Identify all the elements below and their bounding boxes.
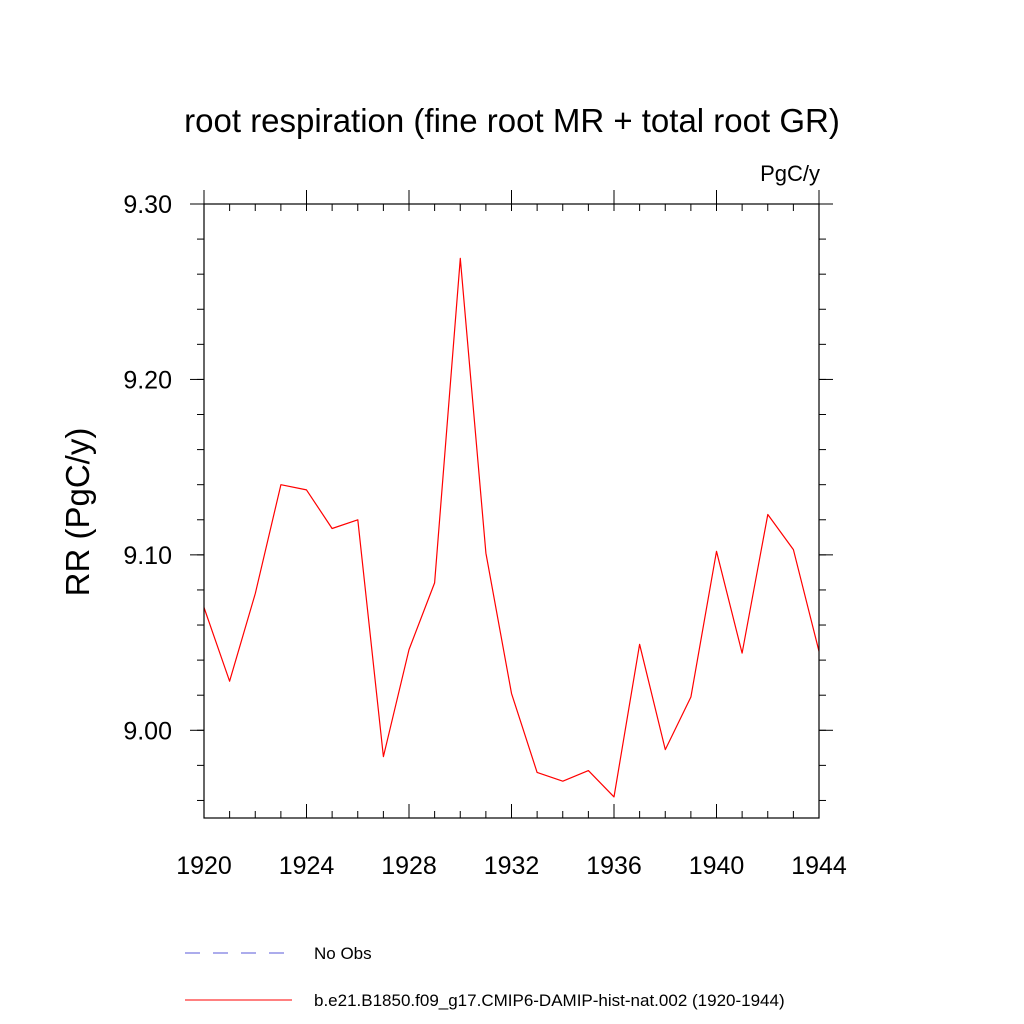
- legend-label: b.e21.B1850.f09_g17.CMIP6-DAMIP-hist-nat…: [314, 991, 785, 1010]
- y-tick-labels: 9.00 9.10 9.20 9.30: [123, 191, 172, 745]
- minor-ticks: [197, 203, 826, 818]
- x-tick-label: 1928: [381, 852, 437, 880]
- y-axis-label: RR (PgC/y): [59, 428, 96, 597]
- x-tick-label: 1920: [176, 852, 232, 880]
- y-tick-label: 9.10: [123, 542, 172, 570]
- legend: No Obs b.e21.B1850.f09_g17.CMIP6-DAMIP-hi…: [185, 944, 785, 1010]
- x-tick-label: 1924: [279, 852, 335, 880]
- x-tick-labels: 1920 1924 1928 1932 1936 1940 1944: [176, 852, 847, 880]
- units-label: PgC/y: [760, 161, 820, 186]
- chart-title: root respiration (fine root MR + total r…: [184, 102, 840, 139]
- x-tick-label: 1936: [586, 852, 642, 880]
- x-tick-label: 1932: [484, 852, 540, 880]
- y-tick-label: 9.30: [123, 191, 172, 219]
- legend-label: No Obs: [314, 944, 372, 963]
- series-lines: [203, 257, 820, 798]
- series-line: [203, 257, 820, 798]
- major-ticks: [190, 190, 833, 818]
- y-tick-label: 9.20: [123, 366, 172, 394]
- y-tick-label: 9.00: [123, 717, 172, 745]
- plot-frame: [203, 203, 820, 819]
- x-tick-label: 1944: [791, 852, 847, 880]
- x-tick-label: 1940: [689, 852, 745, 880]
